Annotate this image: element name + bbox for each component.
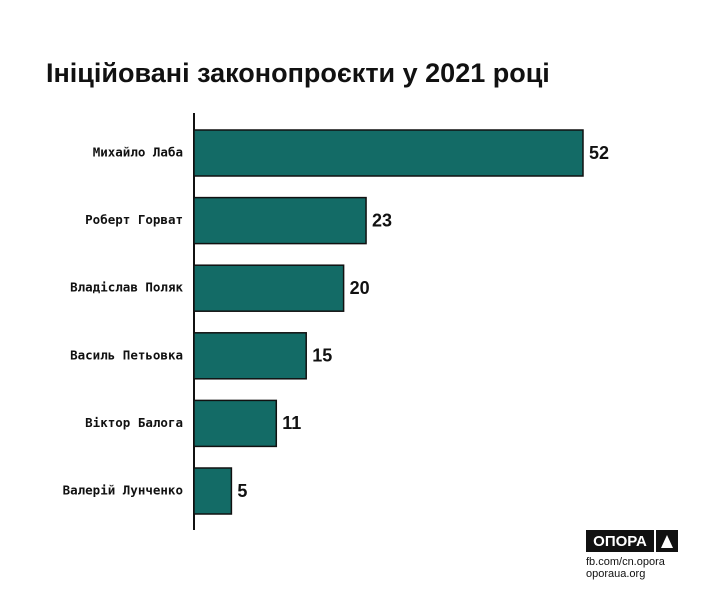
bar — [193, 467, 233, 515]
bar — [193, 196, 367, 245]
y-tick-label: Віктор Балога — [85, 415, 183, 430]
bar — [193, 332, 307, 380]
y-tick-label: Валерій Лунченко — [63, 483, 183, 498]
value-label: 23 — [372, 210, 392, 230]
chart-title: Ініційовані законопроєкти у 2021 році — [46, 58, 550, 88]
value-label: 52 — [589, 143, 609, 163]
y-tick-label: Василь Петьовка — [70, 347, 183, 362]
value-label: 11 — [282, 413, 301, 433]
y-tick-label: Михайло Лаба — [93, 145, 183, 160]
logo: ОПОРА — [593, 533, 647, 550]
y-tick-label: Владіслав Поляк — [70, 280, 183, 295]
logo-box — [586, 530, 654, 552]
value-label: 5 — [237, 481, 247, 501]
bar — [193, 399, 278, 448]
logo-triangle — [661, 535, 673, 548]
footer-link: fb.com/cn.opora — [586, 556, 666, 568]
bar — [193, 129, 584, 177]
value-label: 20 — [350, 278, 370, 298]
bar — [193, 264, 345, 312]
y-tick-label: Роберт Горват — [85, 212, 183, 227]
value-label: 15 — [312, 346, 332, 366]
footer-link: oporaua.org — [586, 568, 645, 580]
